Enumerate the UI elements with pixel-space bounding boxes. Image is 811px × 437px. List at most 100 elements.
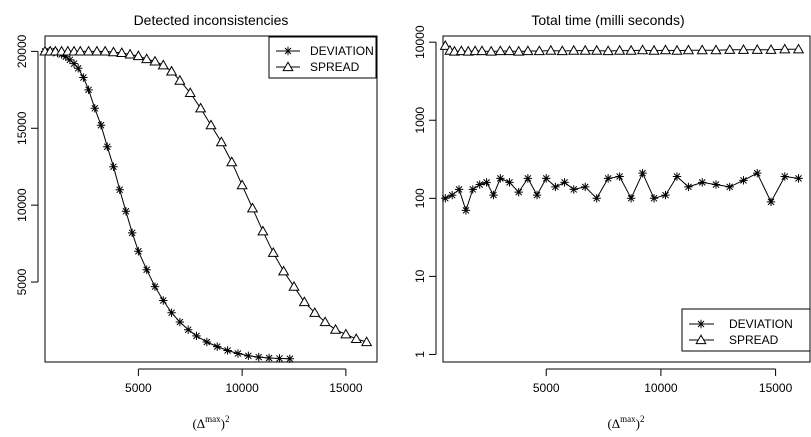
- chart-total-time: Total time (milli seconds) 5000 10000 1500…: [413, 12, 811, 431]
- data-point: [602, 45, 614, 56]
- data-point: [766, 197, 776, 207]
- data-point: [710, 44, 722, 55]
- data-point: [482, 178, 491, 187]
- legend-label-deviation: DEVIATION: [729, 317, 793, 331]
- series-deviation: [441, 168, 803, 215]
- data-point: [737, 43, 750, 54]
- data-point: [439, 39, 451, 50]
- data-point: [475, 180, 484, 189]
- data-point: [697, 178, 707, 187]
- data-point: [96, 120, 106, 130]
- data-point: [522, 45, 534, 56]
- data-point: [441, 194, 450, 203]
- data-point: [350, 333, 362, 344]
- y-tick-label: 1: [413, 351, 427, 358]
- data-point: [194, 102, 207, 113]
- data-point: [183, 325, 193, 334]
- data-point: [468, 185, 478, 194]
- data-point: [254, 352, 263, 362]
- data-point: [485, 45, 497, 56]
- data-point: [625, 44, 637, 55]
- data-point: [672, 172, 682, 181]
- data-point: [116, 47, 128, 58]
- legend-label-deviation: DEVIATION: [310, 44, 374, 58]
- x-tick-label: 15000: [329, 381, 363, 395]
- data-point: [794, 174, 803, 183]
- y-tick-label: 10000: [15, 188, 29, 222]
- data-point: [142, 265, 151, 274]
- data-point: [671, 44, 683, 55]
- data-point: [523, 174, 533, 183]
- data-point: [141, 53, 153, 64]
- series-layer: [39, 45, 373, 363]
- data-point: [167, 308, 176, 317]
- data-point: [244, 351, 253, 361]
- data-point: [780, 172, 789, 181]
- y-tick-label: 10000: [413, 25, 427, 59]
- legend-marker: [283, 46, 293, 56]
- chart-title: Detected inconsistencies: [134, 12, 289, 28]
- data-point: [184, 87, 196, 97]
- data-point: [739, 176, 748, 185]
- data-point: [107, 46, 120, 57]
- legend-label-spread: SPREAD: [310, 60, 360, 74]
- data-point: [65, 55, 75, 65]
- data-point: [233, 349, 243, 358]
- data-point: [505, 178, 514, 187]
- data-point: [121, 207, 131, 216]
- data-point: [684, 182, 693, 192]
- legend-label-spread: SPREAD: [729, 333, 779, 347]
- data-point: [90, 104, 99, 113]
- plot-frame: [44, 35, 378, 363]
- legend-marker: [282, 61, 294, 72]
- data-point: [591, 44, 603, 55]
- data-point: [648, 44, 660, 55]
- data-point: [61, 52, 70, 61]
- data-point: [581, 182, 590, 192]
- data-point: [514, 187, 523, 197]
- data-point: [150, 282, 160, 291]
- y-tick-label: 100: [413, 188, 427, 208]
- x-axis: 5000 10000 15000: [125, 368, 363, 395]
- data-point: [134, 247, 143, 256]
- data-point: [277, 265, 290, 276]
- data-point: [99, 45, 111, 56]
- data-point: [69, 59, 79, 68]
- legend-marker-deviation-icon: [283, 46, 293, 56]
- data-point: [246, 202, 259, 213]
- y-tick-label: 1000: [413, 107, 427, 134]
- data-point: [533, 45, 545, 56]
- data-point: [494, 45, 507, 56]
- data-point: [659, 44, 672, 55]
- series-spread: [439, 39, 805, 56]
- data-point: [298, 296, 311, 307]
- data-point: [765, 43, 777, 54]
- data-point: [579, 44, 591, 55]
- y-tick-label: 20000: [15, 34, 29, 68]
- data-point: [267, 247, 279, 257]
- data-point: [319, 316, 331, 327]
- data-point: [275, 354, 284, 363]
- data-point: [165, 65, 178, 76]
- data-point: [496, 174, 505, 183]
- plot-frame: [442, 35, 811, 363]
- data-point: [157, 59, 169, 70]
- data-point: [661, 190, 670, 200]
- series-deviation: [40, 47, 295, 363]
- data-point: [309, 306, 321, 317]
- y-tick-label: 15000: [15, 111, 29, 145]
- data-point: [568, 44, 580, 55]
- data-point: [109, 162, 118, 171]
- x-tick-label: 5000: [533, 381, 560, 395]
- data-point: [82, 45, 95, 56]
- data-point: [454, 185, 464, 194]
- legend-marker-deviation-icon: [696, 319, 706, 329]
- data-point: [545, 44, 557, 55]
- data-point: [329, 323, 342, 334]
- data-point: [556, 45, 568, 56]
- x-tick-label: 15000: [759, 381, 793, 395]
- data-point: [636, 44, 649, 55]
- data-point: [213, 342, 222, 351]
- data-point: [174, 74, 186, 85]
